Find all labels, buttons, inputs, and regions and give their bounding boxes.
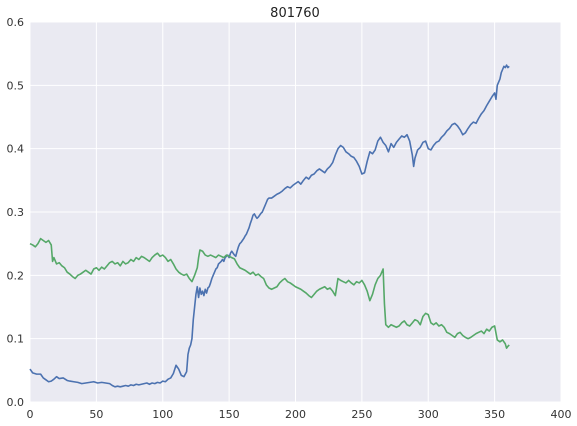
x-tick-label: 300 [418,408,439,421]
x-tick-label: 250 [351,408,372,421]
x-tick-label: 150 [219,408,240,421]
x-tick-label: 200 [285,408,306,421]
y-tick-label: 0.5 [7,79,25,92]
series-line-2 [29,237,510,349]
grid-lines [29,21,562,403]
y-tick-label: 0.4 [7,143,25,156]
y-tick-label: 0.2 [7,269,25,282]
x-tick-label: 350 [484,408,505,421]
x-tick-label: 50 [89,408,103,421]
y-tick-label: 0.6 [7,16,25,29]
y-tick-label: 0.3 [7,206,25,219]
chart-title: 801760 [270,6,320,21]
x-tick-label: 0 [27,408,34,421]
y-tick-label: 0.0 [7,396,25,409]
x-axis-ticks: 0 50 100 150 200 250 300 350 400 [27,408,572,421]
series-line-1 [29,64,510,388]
series-lines [29,64,510,388]
y-axis-ticks: 0.0 0.1 0.2 0.3 0.4 0.5 0.6 [7,16,25,409]
x-tick-label: 400 [551,408,572,421]
y-tick-label: 0.1 [7,333,25,346]
x-tick-label: 100 [152,408,173,421]
